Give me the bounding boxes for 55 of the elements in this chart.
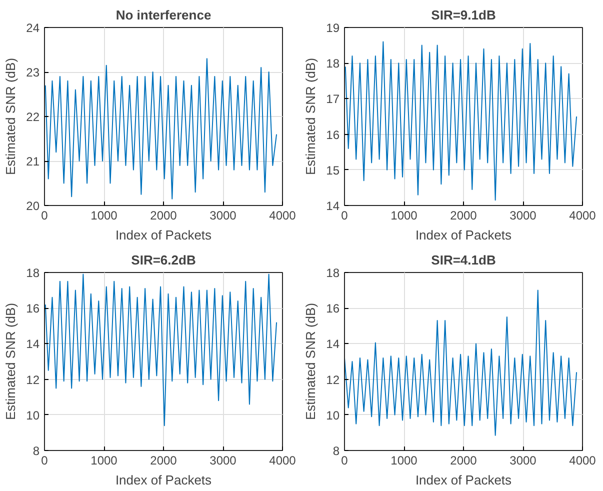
x-tick-label: 2000 <box>150 454 178 468</box>
x-tick-label: 0 <box>41 454 48 468</box>
x-axis-title: Index of Packets <box>115 472 212 488</box>
chart-title: SIR=6.2dB <box>131 252 196 268</box>
x-tick-label: 1000 <box>90 454 118 468</box>
y-tick-label: 19 <box>326 21 340 35</box>
x-tick-label: 3000 <box>510 454 537 468</box>
y-axis-title: Estimated SNR (dB) <box>303 302 318 420</box>
x-tick-label: 1000 <box>90 208 118 222</box>
x-tick-label: 4000 <box>269 454 296 468</box>
y-tick-label: 24 <box>26 21 40 35</box>
chart-title: SIR=4.1dB <box>431 252 496 268</box>
y-axis-title: Estimated SNR (dB) <box>3 58 18 176</box>
y-tick-label: 17 <box>326 92 340 106</box>
x-tick-label: 3000 <box>510 208 537 222</box>
x-tick-label: 3000 <box>210 454 237 468</box>
y-tick-label: 15 <box>326 163 340 178</box>
y-tick-label: 16 <box>326 302 340 316</box>
x-axis-title: Index of Packets <box>415 472 512 488</box>
x-tick-label: 2000 <box>150 208 178 222</box>
x-tick-label: 4000 <box>269 208 296 222</box>
y-tick-label: 14 <box>326 337 340 352</box>
y-axis-title: Estimated SNR (dB) <box>303 58 318 176</box>
y-tick-label: 23 <box>26 66 40 80</box>
x-axis-title: Index of Packets <box>415 228 512 242</box>
y-tick-label: 10 <box>26 408 40 422</box>
x-tick-label: 0 <box>341 454 348 468</box>
y-tick-label: 10 <box>326 408 340 422</box>
y-tick-label: 14 <box>26 337 40 352</box>
x-tick-label: 2000 <box>450 454 478 468</box>
y-tick-label: 20 <box>26 199 40 213</box>
y-tick-label: 22 <box>26 110 40 124</box>
y-tick-label: 18 <box>326 56 340 71</box>
y-tick-label: 14 <box>326 199 340 213</box>
y-axis-title: Estimated SNR (dB) <box>3 302 18 420</box>
y-tick-label: 18 <box>326 266 340 280</box>
y-tick-label: 16 <box>26 302 40 316</box>
x-tick-label: 1000 <box>390 454 418 468</box>
chart-title: SIR=9.1dB <box>431 8 496 22</box>
y-tick-label: 16 <box>326 128 340 142</box>
x-tick-label: 0 <box>41 208 48 222</box>
x-axis-title: Index of Packets <box>115 228 212 242</box>
x-tick-label: 4000 <box>569 208 596 222</box>
y-tick-label: 8 <box>32 444 40 458</box>
x-tick-label: 3000 <box>210 208 237 222</box>
y-tick-label: 21 <box>26 154 40 168</box>
x-tick-label: 0 <box>341 208 348 222</box>
x-tick-label: 1000 <box>390 208 418 222</box>
x-tick-label: 2000 <box>450 208 478 222</box>
x-tick-label: 4000 <box>569 454 596 468</box>
y-tick-label: 12 <box>326 372 340 387</box>
y-tick-label: 8 <box>332 444 340 458</box>
y-tick-label: 12 <box>26 372 40 387</box>
chart-title: No interference <box>116 8 212 22</box>
y-tick-label: 18 <box>26 266 40 280</box>
